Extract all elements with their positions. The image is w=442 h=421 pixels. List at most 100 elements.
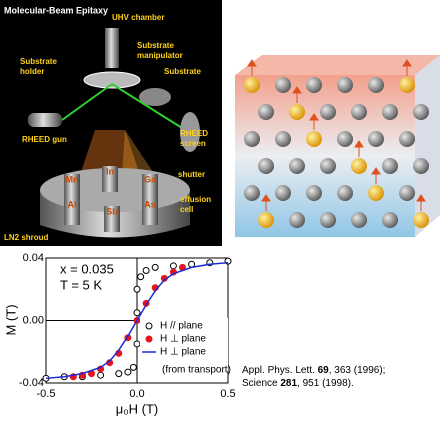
atom xyxy=(382,104,398,120)
reference: Appl. Phys. Lett. 69, 363 (1996); Scienc… xyxy=(242,365,385,389)
label-line: LN2 shroud xyxy=(4,233,49,242)
atom xyxy=(320,104,336,120)
atom xyxy=(368,185,384,201)
annotation: T = 5 K xyxy=(60,277,102,292)
label-line: screen xyxy=(180,139,206,148)
crystal-image xyxy=(235,55,440,237)
atom xyxy=(351,212,367,228)
diagram-label: LN2 shroud xyxy=(4,233,49,242)
legend-label: H ⊥ plane xyxy=(160,334,206,345)
figure: Molecular-Beam Epitaxy UHV chamber Substra… xyxy=(0,0,442,421)
x-tick-label: 0.5 xyxy=(220,388,235,400)
legend-note: (from transport) xyxy=(162,365,231,376)
atom xyxy=(382,158,398,174)
diagram-title: Molecular-Beam Epitaxy xyxy=(4,5,108,15)
atom xyxy=(351,158,367,174)
y-tick-label: 0.04 xyxy=(23,252,44,264)
data-point xyxy=(138,274,144,280)
data-point xyxy=(125,369,131,375)
pages-year: , 951 (1998). xyxy=(297,378,354,389)
atom xyxy=(337,131,353,147)
data-point xyxy=(152,264,158,270)
atom xyxy=(413,158,429,174)
atom xyxy=(368,131,384,147)
cell-label: In xyxy=(106,166,114,176)
label-line: Substrate xyxy=(164,67,201,76)
legend-swatch xyxy=(146,323,152,329)
legend-label: H // plane xyxy=(160,321,203,332)
atom xyxy=(337,77,353,93)
atom xyxy=(399,185,415,201)
rheed-gun xyxy=(28,113,62,127)
data-point xyxy=(134,341,140,347)
data-point xyxy=(116,371,122,377)
x-axis-label: μ₀H (T) xyxy=(116,401,159,416)
data-point xyxy=(134,310,140,316)
cell-label: Mn xyxy=(66,174,79,184)
cell-label: Ga xyxy=(144,174,157,184)
atom xyxy=(399,131,415,147)
atom xyxy=(320,158,336,174)
y-tick-label: -0.04 xyxy=(19,377,44,389)
atom xyxy=(289,104,305,120)
atom xyxy=(258,212,274,228)
x-tick-label: -0.5 xyxy=(37,388,56,400)
atom xyxy=(413,212,429,228)
atom xyxy=(337,185,353,201)
legend-swatch xyxy=(146,336,152,342)
annotation: x = 0.035 xyxy=(60,261,114,276)
x-tick-label: 0.0 xyxy=(129,388,144,400)
atom xyxy=(258,104,274,120)
label-line: shutter xyxy=(178,170,205,179)
atom xyxy=(275,77,291,93)
atom xyxy=(289,212,305,228)
atom xyxy=(306,185,322,201)
crystal-side xyxy=(415,55,440,237)
volume: 281 xyxy=(280,378,297,389)
label-line: Substrate xyxy=(20,57,57,66)
manipulator-shaft xyxy=(105,28,119,68)
diagram-label: Substrate xyxy=(164,67,201,76)
data-point xyxy=(98,372,104,378)
diagram-label: RHEED gun xyxy=(22,135,67,144)
atom xyxy=(382,212,398,228)
atom xyxy=(275,185,291,201)
atom xyxy=(306,131,322,147)
y-tick-label: 0.00 xyxy=(23,314,44,326)
cell-label: As xyxy=(144,199,156,209)
label-line: RHEED xyxy=(180,129,208,138)
atom xyxy=(244,185,260,201)
label-line: holder xyxy=(20,67,44,76)
atom xyxy=(413,104,429,120)
label-line: Substrate xyxy=(137,41,174,50)
diagram-label: shutter xyxy=(178,170,205,179)
cell-label: Al xyxy=(68,199,77,209)
legend-label: H ⊥ plane xyxy=(160,347,206,358)
journal: Science xyxy=(242,378,278,389)
label-line: RHEED gun xyxy=(22,135,67,144)
atom xyxy=(289,158,305,174)
volume: 69 xyxy=(318,365,330,376)
data-point xyxy=(134,286,140,292)
y-axis-label: M (T) xyxy=(3,304,18,335)
data-point xyxy=(143,268,149,274)
atom xyxy=(399,77,415,93)
reference-line: Science 281, 951 (1998). xyxy=(242,378,354,389)
label-line: cell xyxy=(180,205,193,214)
diagram-label: UHV chamber xyxy=(112,13,164,22)
label-line: UHV chamber xyxy=(112,13,164,22)
pages-year: , 363 (1996); xyxy=(329,365,386,376)
data-point xyxy=(170,263,176,269)
data-point xyxy=(130,364,136,370)
reference-line: Appl. Phys. Lett. 69, 363 (1996); xyxy=(242,365,385,376)
journal: Appl. Phys. Lett. xyxy=(242,365,315,376)
label-line: manipulator xyxy=(137,51,183,60)
mbe-diagram: Molecular-Beam Epitaxy UHV chamber Substra… xyxy=(0,0,222,246)
label-line: effusion xyxy=(180,195,211,204)
substrate-holder xyxy=(84,72,140,88)
atom xyxy=(258,158,274,174)
atom xyxy=(320,212,336,228)
atom xyxy=(368,77,384,93)
atom xyxy=(244,77,260,93)
